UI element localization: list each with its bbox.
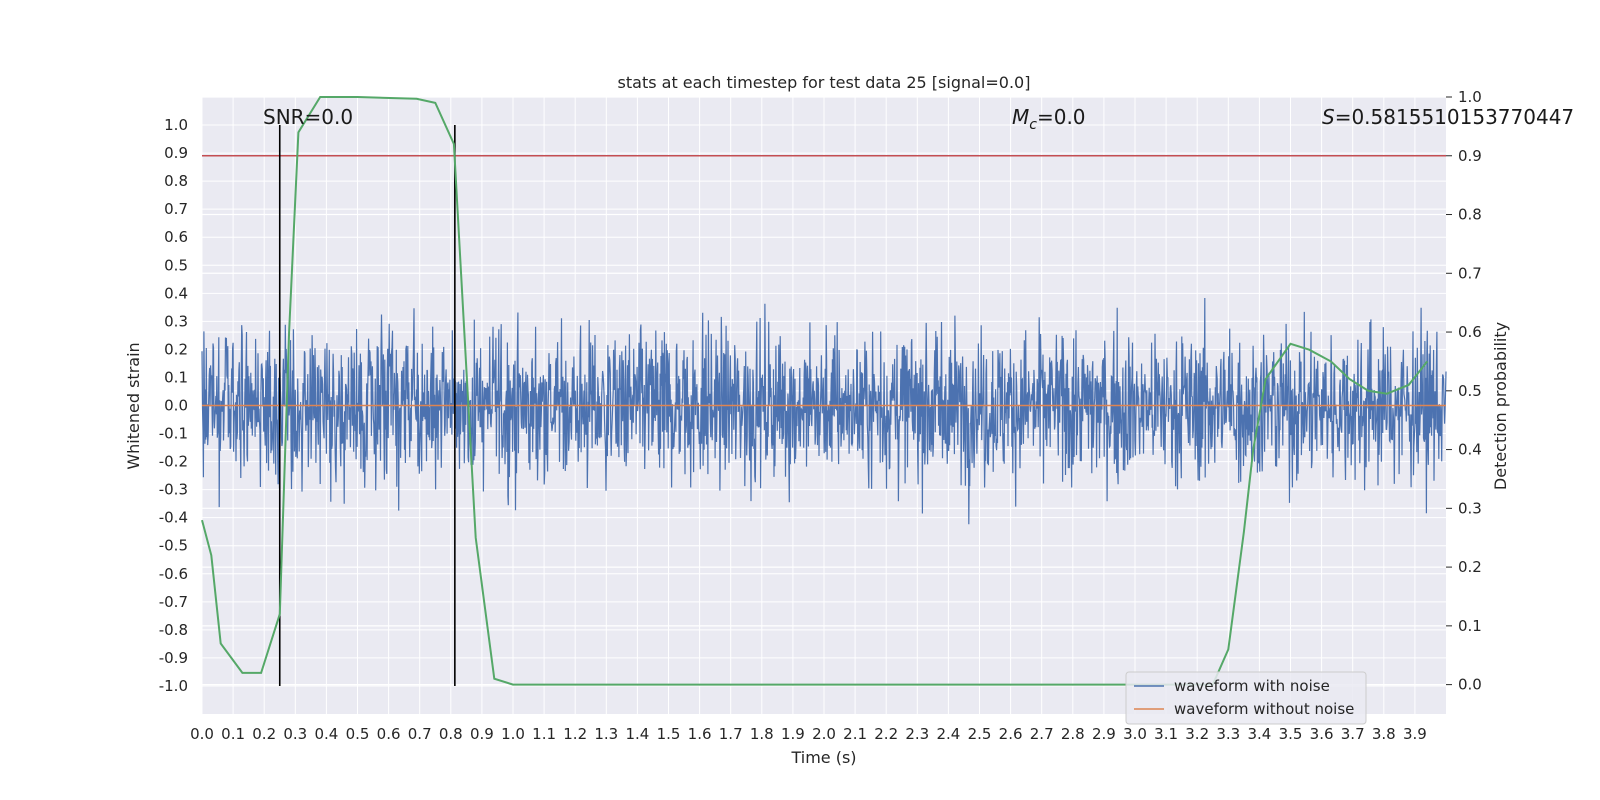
y2-tick-labels: 1.0 0.9 0.8 0.7 0.6 0.5 0.4 0.3 0.2 0.1 0.0 <box>1446 88 1482 694</box>
x-tick-label: 3.9 <box>1403 725 1427 743</box>
x-axis-label: Time (s) <box>790 748 856 767</box>
x-tick-label: 1.2 <box>563 725 587 743</box>
x-tick-label: 0.1 <box>221 725 245 743</box>
x-tick-label: 2.3 <box>905 725 929 743</box>
x-tick-label: 1.8 <box>750 725 774 743</box>
mc-symbol: M <box>1012 105 1029 129</box>
y-tick-label: -0.3 <box>159 481 188 499</box>
x-tick-label: 0.9 <box>470 725 494 743</box>
mc-annotation: Mc=0.0 <box>1012 105 1086 133</box>
noise-waveform-line <box>201 297 1447 525</box>
x-tick-label: 0.3 <box>283 725 307 743</box>
x-tick-label: 2.5 <box>968 725 992 743</box>
y-tick-label: 0.5 <box>164 256 188 274</box>
x-tick-label: 2.8 <box>1061 725 1085 743</box>
x-tick-label: 3.8 <box>1372 725 1396 743</box>
y-tick-label: 0.4 <box>164 284 188 302</box>
y-tick-label: -0.9 <box>159 649 188 667</box>
x-tick-label: 0.6 <box>377 725 401 743</box>
s-annotation: S=0.5815510153770447 <box>1322 105 1574 129</box>
y-tick-label: -0.5 <box>159 537 188 555</box>
y-tick-label: 0.9 <box>164 144 188 162</box>
y-tick-label: 0.0 <box>164 397 188 415</box>
x-tick-label: 1.9 <box>781 725 805 743</box>
x-tick-label: 0.7 <box>408 725 432 743</box>
s-value: =0.5815510153770447 <box>1335 105 1574 129</box>
y2-tick-label: 0.7 <box>1458 264 1482 282</box>
legend-label-clean: waveform without noise <box>1174 700 1354 718</box>
x-tick-label: 3.6 <box>1310 725 1334 743</box>
x-tick-label: 0.2 <box>252 725 276 743</box>
x-tick-label: 3.7 <box>1341 725 1365 743</box>
y2-tick-label: 0.1 <box>1458 617 1482 635</box>
x-tick-label: 2.2 <box>874 725 898 743</box>
x-tick-label: 1.6 <box>688 725 712 743</box>
x-tick-label: 3.0 <box>1123 725 1147 743</box>
x-tick-label: 1.3 <box>594 725 618 743</box>
y-tick-label: -0.1 <box>159 425 188 443</box>
y-tick-label: 0.8 <box>164 172 188 190</box>
y-tick-label: 0.2 <box>164 340 188 358</box>
x-tick-label: 1.1 <box>532 725 556 743</box>
y-tick-label: 0.7 <box>164 200 188 218</box>
x-tick-label: 2.4 <box>936 725 960 743</box>
y-tick-label: -0.4 <box>159 509 188 527</box>
y-tick-label: 0.1 <box>164 368 188 386</box>
y-tick-label: 1.0 <box>164 116 188 134</box>
y2-tick-label: 0.6 <box>1458 323 1482 341</box>
s-symbol: S <box>1322 105 1335 129</box>
y-tick-label: 0.3 <box>164 312 188 330</box>
y-tick-label: -0.6 <box>159 565 188 583</box>
y2-axis-label: Detection probability <box>1491 322 1510 490</box>
mc-subscript: c <box>1029 117 1037 133</box>
x-tick-label: 2.1 <box>843 725 867 743</box>
x-tick-label: 3.2 <box>1185 725 1209 743</box>
x-tick-label: 2.6 <box>999 725 1023 743</box>
x-tick-label: 1.7 <box>719 725 743 743</box>
y2-tick-label: 0.2 <box>1458 558 1482 576</box>
x-tick-label: 1.0 <box>501 725 525 743</box>
y-axis-label: Whitened strain <box>124 342 143 469</box>
x-tick-label: 3.3 <box>1216 725 1240 743</box>
y2-tick-label: 0.0 <box>1458 676 1482 694</box>
x-tick-label: 0.8 <box>439 725 463 743</box>
y2-tick-label: 0.9 <box>1458 147 1482 165</box>
y-tick-label: 0.6 <box>164 228 188 246</box>
noise-series <box>201 297 1447 525</box>
mc-value: =0.0 <box>1037 105 1086 129</box>
y-tick-label: -0.7 <box>159 593 188 611</box>
x-tick-label: 3.1 <box>1154 725 1178 743</box>
y-tick-label: -1.0 <box>159 677 188 695</box>
x-tick-label: 2.7 <box>1030 725 1054 743</box>
y-tick-labels: 1.0 0.9 0.8 0.7 0.6 0.5 0.4 0.3 0.2 0.1 0.0 -0.1 -0.… <box>159 116 188 695</box>
y2-tick-label: 0.8 <box>1458 206 1482 224</box>
x-tick-label: 2.9 <box>1092 725 1116 743</box>
y2-tick-label: 0.4 <box>1458 441 1482 459</box>
x-tick-label: 0.5 <box>346 725 370 743</box>
x-tick-label: 0.4 <box>314 725 338 743</box>
y-tick-label: -0.2 <box>159 453 188 471</box>
x-tick-label: 3.5 <box>1279 725 1303 743</box>
y2-tick-label: 0.3 <box>1458 499 1482 517</box>
y2-tick-label: 1.0 <box>1458 88 1482 106</box>
x-tick-label: 1.5 <box>657 725 681 743</box>
y2-tick-label: 0.5 <box>1458 382 1482 400</box>
legend: waveform with noise waveform without noi… <box>1125 671 1367 725</box>
x-tick-label: 3.4 <box>1247 725 1271 743</box>
x-tick-label: 2.0 <box>812 725 836 743</box>
x-tick-label: 0.0 <box>190 725 214 743</box>
x-tick-labels: 0.0 0.1 0.2 0.3 0.4 0.5 0.6 0.7 0.8 0.9 1.0 1.1 1.2 1… <box>190 725 1427 743</box>
legend-label-noise: waveform with noise <box>1174 677 1330 695</box>
detection-probability-line <box>201 96 1429 686</box>
chart-title: stats at each timestep for test data 25 … <box>618 73 1031 92</box>
snr-annotation: SNR=0.0 <box>263 105 353 129</box>
y-tick-label: -0.8 <box>159 621 188 639</box>
overlays <box>201 96 1446 686</box>
legend-box <box>1125 671 1367 725</box>
x-tick-label: 1.4 <box>625 725 649 743</box>
